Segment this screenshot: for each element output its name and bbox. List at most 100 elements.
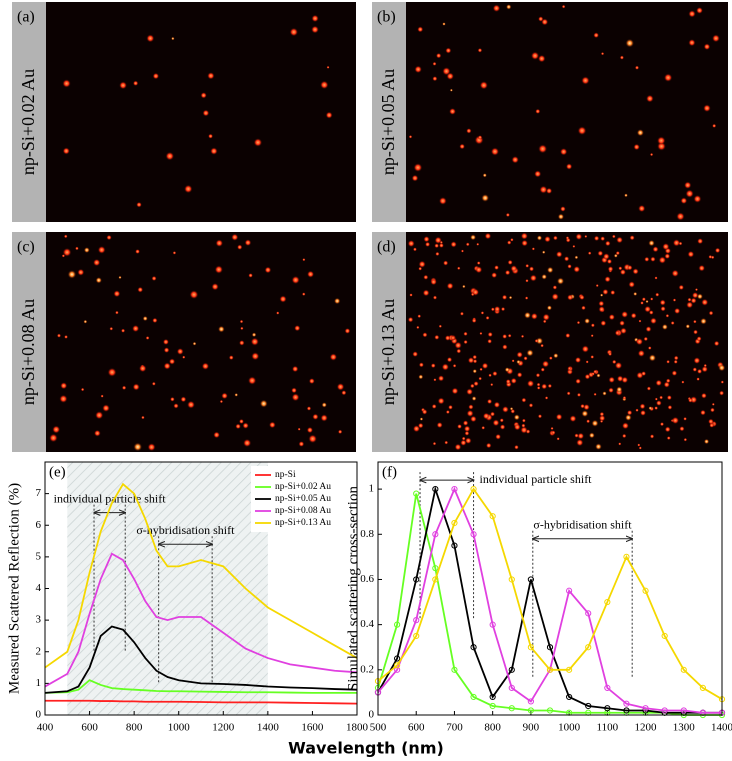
particle [525, 263, 530, 268]
y-tick-label: 7 [36, 487, 42, 499]
data-point [546, 707, 554, 714]
particle [655, 292, 660, 297]
particle [408, 135, 413, 139]
particle [581, 410, 589, 418]
particle [477, 47, 483, 53]
particle [472, 354, 478, 360]
particle [417, 26, 424, 33]
particle [302, 258, 306, 262]
y-tick-label: 0.4 [360, 618, 374, 630]
particle [472, 359, 478, 364]
particle [418, 362, 424, 368]
particle [528, 403, 534, 408]
panel-label: (c) [17, 239, 35, 256]
particle [521, 397, 527, 403]
particle [407, 316, 414, 323]
particle [513, 423, 521, 431]
particle [591, 419, 599, 427]
particle [593, 392, 597, 396]
particle [490, 147, 500, 156]
particle [616, 386, 623, 393]
particle [63, 234, 68, 239]
particle [436, 421, 443, 429]
particle [600, 52, 605, 56]
particle [576, 392, 582, 397]
particle [534, 338, 539, 343]
x-tick-label: 1600 [301, 722, 324, 734]
particle [652, 246, 659, 253]
particle [567, 264, 572, 269]
particle [472, 368, 478, 374]
particle [189, 290, 199, 300]
particle [628, 281, 635, 288]
particle [640, 301, 644, 305]
particle [344, 328, 351, 334]
particle [442, 22, 446, 26]
particle [176, 348, 184, 355]
particle [599, 415, 606, 422]
particle [567, 294, 574, 301]
particle [446, 72, 454, 80]
particle [463, 425, 471, 433]
particle [659, 395, 664, 400]
particle [490, 307, 495, 312]
particle [679, 426, 685, 432]
legend-label: np-Si+0.05 Au [275, 494, 331, 504]
particle [291, 387, 297, 394]
particle [510, 265, 518, 272]
particle [588, 432, 595, 439]
particle [435, 52, 442, 59]
particle [425, 241, 431, 247]
x-tick-label: 1300 [673, 722, 696, 734]
data-point [451, 486, 458, 493]
particle [567, 366, 572, 371]
particle [60, 382, 68, 390]
particle [294, 325, 301, 332]
particle [666, 359, 670, 364]
particle [437, 375, 445, 382]
particle [580, 403, 585, 409]
particle [493, 401, 501, 408]
particle [171, 36, 175, 41]
particle [506, 240, 512, 245]
particle [678, 241, 683, 246]
particle [495, 433, 502, 440]
x-axis-label: Wavelength (nm) [288, 739, 444, 758]
particle [308, 434, 317, 444]
particle [637, 349, 645, 357]
particle [534, 170, 542, 178]
particle [638, 319, 642, 323]
particle [629, 235, 635, 241]
particle [671, 269, 679, 277]
particle [541, 250, 546, 254]
particle [650, 256, 656, 262]
particle [618, 442, 622, 446]
particle [708, 418, 714, 425]
particle [471, 318, 477, 324]
particle [409, 293, 413, 297]
particle [560, 206, 566, 212]
particle [711, 402, 715, 406]
particle [422, 332, 428, 338]
particle [507, 259, 513, 266]
particle [574, 433, 579, 438]
particle [591, 371, 595, 376]
panel-label: (f) [382, 464, 397, 480]
data-point [432, 576, 439, 583]
particle [530, 312, 538, 320]
particle [414, 65, 422, 74]
particle [654, 397, 658, 401]
particle [685, 324, 691, 329]
data-point [432, 531, 439, 538]
particle [575, 378, 581, 385]
data-point [470, 531, 477, 538]
particle [538, 144, 548, 154]
particle [661, 323, 668, 331]
particle [448, 404, 453, 410]
particle [556, 277, 565, 285]
particle [672, 239, 681, 247]
particle [693, 329, 699, 335]
particle [64, 334, 69, 339]
particle [597, 250, 604, 257]
particle [590, 323, 595, 328]
